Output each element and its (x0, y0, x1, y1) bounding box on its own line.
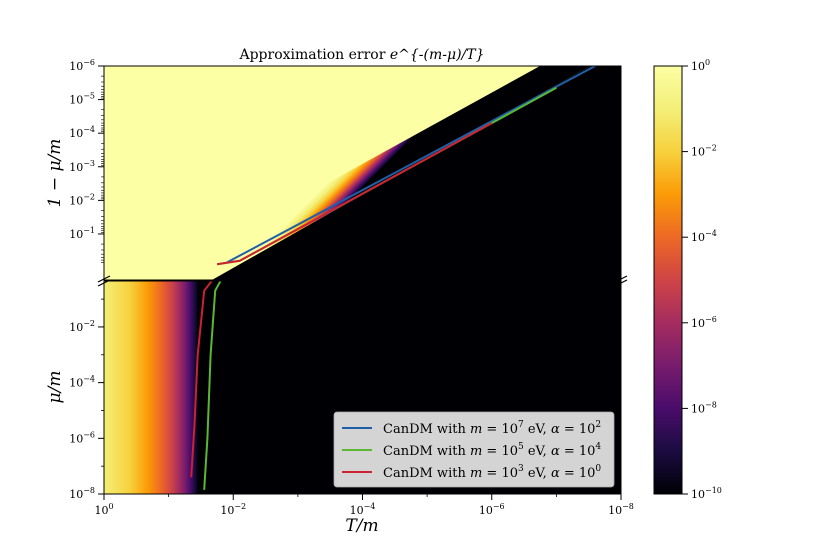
colorbar-tick-label: 10−10 (691, 486, 722, 501)
lower-y-axis-label: μ/m (45, 371, 65, 404)
upper-heatmap (104, 66, 621, 280)
series-line-lower-1 (203, 281, 222, 490)
x-axis-ticks: 100 10−2 10−4 10−6 10−8 (94, 494, 634, 517)
series-line-upper-2 (216, 122, 493, 266)
x-tick-label: 10−2 (220, 502, 246, 517)
colorbar (653, 65, 683, 495)
upper-y-tick-label: 10−6 (69, 58, 95, 73)
lower-series-lines (190, 281, 222, 490)
upper-y-tick-label: 10−3 (69, 159, 95, 174)
lower-y-tick-label: 10−2 (69, 319, 95, 334)
colorbar-tick-label: 100 (691, 58, 710, 73)
legend-box (333, 411, 615, 488)
upper-y-tick-label: 10−2 (69, 192, 95, 207)
series-line-upper-0 (226, 66, 596, 264)
upper-y-tick-label: 10−5 (69, 92, 95, 107)
x-tick-label: 10−8 (608, 502, 634, 517)
upper-y-axis-ticks: 10−6 10−5 10−4 10−3 10−2 10−1 (69, 58, 104, 263)
colorbar-ticks: 100 10−2 10−4 10−6 10−8 10−10 (682, 58, 722, 501)
colorbar-tick-label: 10−2 (691, 144, 717, 159)
colorbar-tick-label: 10−4 (691, 229, 717, 244)
x-tick-label: 100 (94, 502, 113, 517)
x-axis-label: T/m (345, 516, 378, 536)
lower-y-axis-ticks: 10−2 10−4 10−6 10−8 (69, 298, 104, 501)
x-tick-label: 10−6 (479, 502, 505, 517)
legend-entry: CanDM with m = 105 eV, α = 104 (383, 442, 601, 459)
series-line-lower-2 (190, 281, 213, 478)
x-tick-label: 10−4 (350, 502, 376, 517)
upper-y-tick-label: 10−4 (69, 125, 95, 140)
legend-entry: CanDM with m = 107 eV, α = 102 (383, 420, 601, 437)
lower-y-tick-label: 10−8 (69, 486, 95, 501)
upper-axes-frame (103, 65, 622, 281)
colorbar-tick-label: 10−8 (691, 400, 717, 415)
colorbar-tick-label: 10−6 (691, 315, 717, 330)
lower-y-tick-label: 10−6 (69, 430, 95, 445)
upper-y-axis-label: 1 − μ/m (45, 139, 65, 208)
legend-entry: CanDM with m = 103 eV, α = 100 (383, 464, 601, 481)
upper-y-tick-label: 10−1 (69, 226, 95, 241)
legend: CanDM with m = 107 eV, α = 102 CanDM with… (333, 411, 615, 488)
chart-title: Approximation error e^{-(m-μ)/T} (238, 47, 484, 63)
axis-break-marks (97, 275, 628, 287)
upper-series-lines (216, 66, 596, 266)
lower-y-tick-label: 10−4 (69, 375, 95, 390)
